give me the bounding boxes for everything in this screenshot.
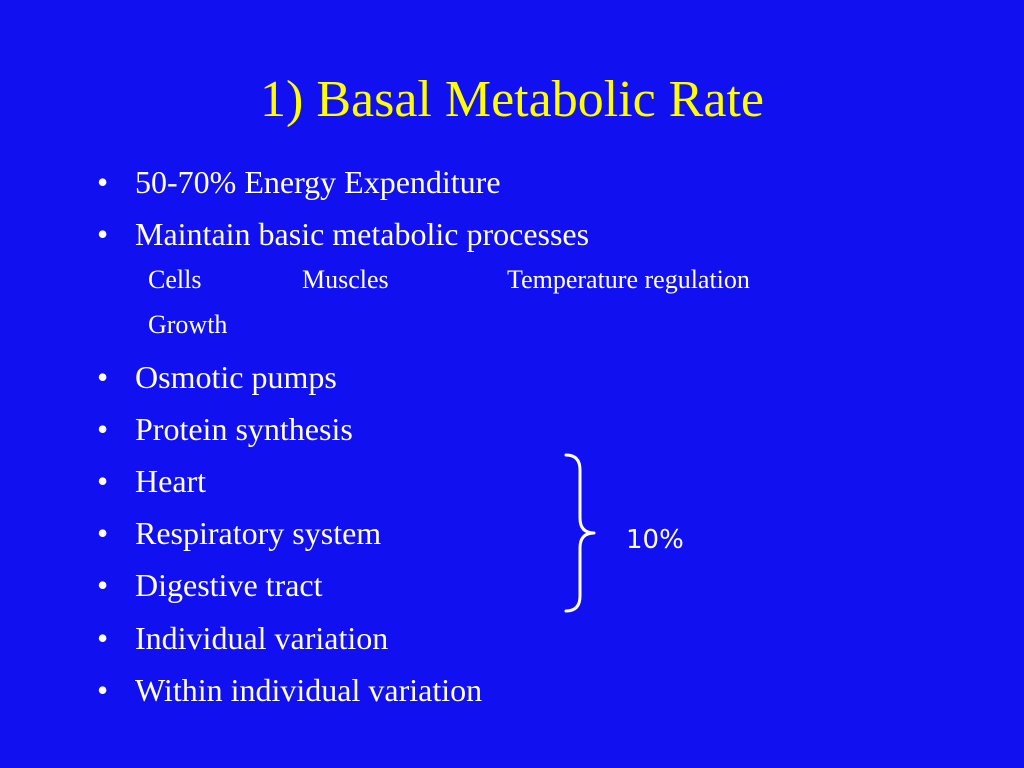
bullet-dot-icon: •	[97, 567, 109, 603]
slide-title: 1) Basal Metabolic Rate	[260, 71, 764, 128]
bullet-text: Protein synthesis	[135, 411, 353, 447]
sub-item-cells: Cells	[148, 265, 202, 294]
bullet-dot-icon: •	[97, 359, 109, 395]
sub-item-muscles: Muscles	[302, 265, 389, 294]
sub-item-temperature-regulation: Temperature regulation	[507, 265, 750, 294]
bullet-item: • Osmotic pumps	[97, 357, 337, 397]
bullet-item: • 50-70% Energy Expenditure	[97, 162, 501, 202]
bullet-text: Digestive tract	[135, 567, 323, 603]
bullet-dot-icon: •	[97, 216, 109, 252]
bullet-item: • Individual variation	[97, 618, 388, 658]
bullet-text: Within individual variation	[135, 672, 483, 708]
bullet-dot-icon: •	[97, 164, 109, 200]
bullet-text: Osmotic pumps	[135, 359, 337, 395]
bullet-text: Heart	[135, 463, 207, 499]
bullet-dot-icon: •	[97, 620, 109, 656]
bullet-dot-icon: •	[97, 463, 109, 499]
bullet-item: • Respiratory system	[97, 513, 381, 553]
brace-label: 10%	[626, 525, 684, 555]
bullet-text: Maintain basic metabolic processes	[135, 216, 590, 252]
bullet-dot-icon: •	[97, 515, 109, 551]
bullet-text: Respiratory system	[135, 515, 382, 551]
bullet-item: • Protein synthesis	[97, 409, 353, 449]
sub-item-growth: Growth	[148, 310, 228, 339]
bullet-item: • Maintain basic metabolic processes	[97, 214, 589, 254]
bullet-text: 50-70% Energy Expenditure	[135, 164, 501, 200]
bullet-item: • Within individual variation	[97, 670, 482, 710]
bullet-dot-icon: •	[97, 411, 109, 447]
bullet-dot-icon: •	[97, 672, 109, 708]
bullet-item: • Digestive tract	[97, 565, 322, 605]
bullet-item: • Heart	[97, 461, 206, 501]
right-brace-icon	[564, 453, 596, 613]
bullet-text: Individual variation	[135, 620, 389, 656]
